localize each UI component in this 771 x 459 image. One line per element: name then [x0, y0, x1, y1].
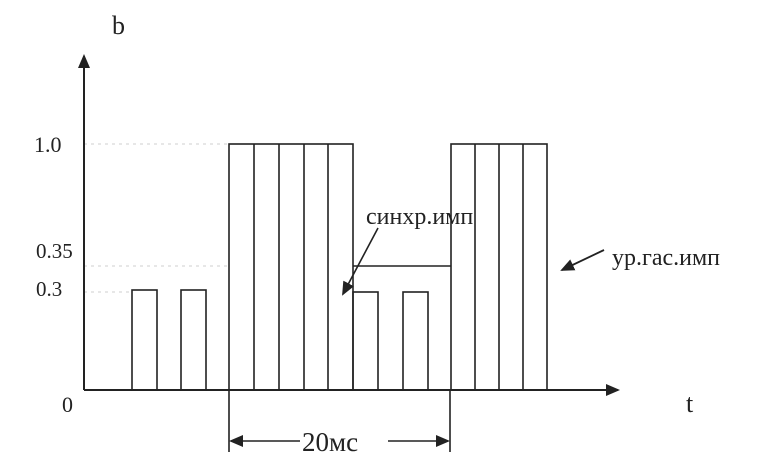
sync-pulse-label: синхр.имп [366, 204, 473, 230]
period-dimension [228, 390, 451, 452]
blanking-level-arrow [560, 249, 605, 271]
y-tick-label-0-3: 0.3 [36, 277, 62, 301]
y-tick-label-0: 0 [62, 392, 73, 417]
x-axis-label: t [686, 389, 694, 418]
blanking-level-label: ур.гас.имп [612, 245, 720, 271]
sync-pulse-2 [180, 289, 207, 391]
y-axis-label: b [112, 11, 125, 40]
waveform [131, 143, 548, 391]
period-label: 20мс [302, 427, 358, 457]
sync-pulse-leader [342, 227, 379, 296]
level-guides [84, 143, 228, 293]
high-block-1 [228, 143, 354, 391]
y-tick-label-0-35: 0.35 [36, 239, 73, 263]
sync-pulse-4 [402, 291, 429, 391]
y-tick-label-1-0: 1.0 [34, 132, 62, 157]
sync-pulse-3 [352, 291, 379, 391]
sync-pulse-1 [131, 289, 158, 391]
